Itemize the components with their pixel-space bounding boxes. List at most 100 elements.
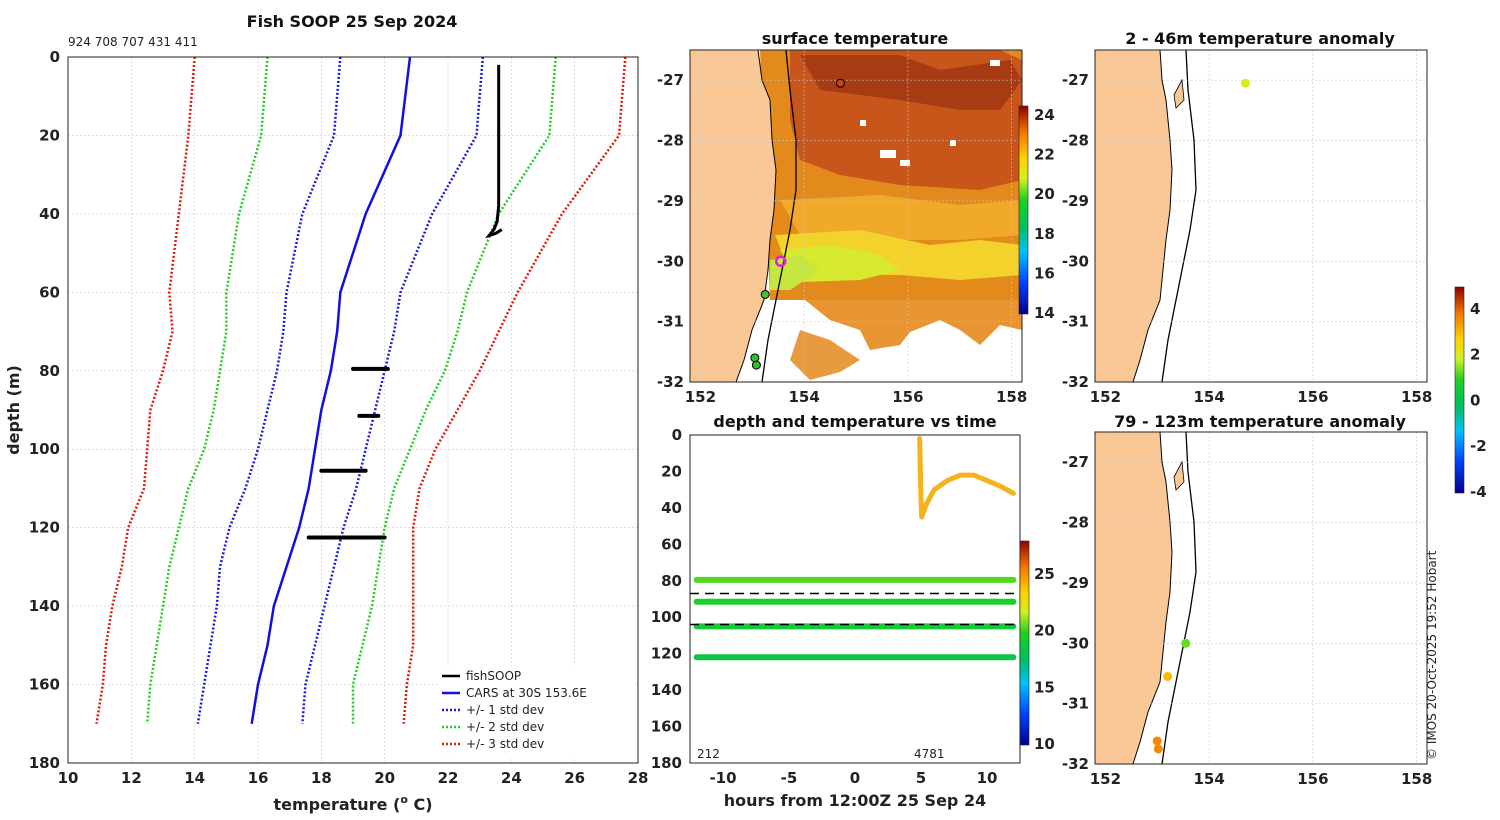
lat-tick-label: -31: [657, 313, 684, 331]
series-line--1-std: [301, 56, 485, 724]
legend-cars: CARS at 30S 153.6E: [466, 686, 587, 700]
anomaly-marker: [1181, 638, 1191, 648]
depth-tick-label: 100: [651, 608, 682, 626]
y-tick-label: 100: [29, 440, 60, 458]
lat-tick-label: -29: [1062, 192, 1089, 210]
profile-legend: fishSOOP CARS at 30S 153.6E +/- 1 std de…: [438, 666, 634, 758]
y-tick-label: 0: [50, 48, 60, 66]
series-line--2-std: [145, 56, 269, 724]
sst-colorbar-tick: 20: [1034, 185, 1055, 203]
anomaly-colorbar-tick: 2: [1470, 346, 1480, 364]
time-colorbar-tick: 15: [1034, 678, 1055, 696]
timeseries-xlabel: hours from 12:00Z 25 Sep 24: [724, 791, 986, 810]
anomaly-colorbar-tick: -4: [1470, 483, 1487, 501]
lon-tick-label: 156: [1297, 388, 1328, 406]
lon-tick-label: 158: [996, 388, 1027, 406]
x-tick-label: 22: [438, 769, 459, 787]
sst-colorbar-tick: 16: [1034, 264, 1055, 282]
x-tick-label: 28: [628, 769, 649, 787]
lon-tick-label: 152: [1090, 770, 1121, 788]
lon-tick-label: 152: [1090, 388, 1121, 406]
anomaly-colorbar: 4 2 0 -2 -4: [1454, 286, 1487, 501]
lat-tick-label: -31: [1062, 313, 1089, 331]
profile-axes: [67, 56, 639, 764]
lon-tick-label: 154: [788, 388, 819, 406]
lat-tick-label: -27: [1062, 71, 1089, 89]
anomaly-marker: [1153, 744, 1163, 754]
anomaly-colorbar-tick: 4: [1470, 300, 1480, 318]
depth-tick-label: 80: [661, 572, 682, 590]
x-tick-label: 20: [374, 769, 395, 787]
lon-tick-label: 158: [1401, 388, 1432, 406]
surface-trace: [917, 436, 1016, 520]
depth-tick-label: 140: [651, 681, 682, 699]
series-line--2-std: [351, 56, 557, 724]
profile-panel: Fish SOOP 25 Sep 2024 924 708 707 431 41…: [4, 12, 648, 814]
x-tick-label: 12: [121, 769, 142, 787]
depth-tick-label: 20: [661, 462, 682, 480]
depth-tick-label: 160: [651, 718, 682, 736]
lat-tick-label: -29: [1062, 574, 1089, 592]
hour-tick-label: 5: [916, 769, 926, 787]
lat-tick-label: -30: [1062, 252, 1089, 270]
lat-tick-label: -32: [657, 373, 684, 391]
y-tick-label: 180: [29, 754, 60, 772]
credit-text: © IMOS 20-Oct-2025 19:52 Hobart: [1425, 550, 1439, 760]
lon-tick-label: 158: [1401, 770, 1432, 788]
lon-tick-label: 156: [892, 388, 923, 406]
sst-colorbar-tick: 24: [1034, 106, 1055, 124]
legend-std2: +/- 2 std dev: [466, 720, 544, 734]
anomaly-shallow-panel: 2 - 46m temperature anomaly 152 154 156 158…: [1062, 29, 1432, 406]
anomaly-deep-title: 79 - 123m temperature anomaly: [1114, 412, 1406, 431]
series-line--3-std: [402, 56, 627, 724]
sst-colorbar-tick: 22: [1034, 146, 1055, 164]
depth-tick-label: 60: [661, 535, 682, 553]
station-marker: [835, 78, 845, 88]
depth-tick-label: 0: [672, 426, 682, 444]
profile-ylabel: depth (m): [4, 365, 23, 455]
series-line--1-std: [196, 56, 342, 724]
anomaly-marker: [1240, 78, 1250, 88]
lon-tick-label: 156: [1297, 770, 1328, 788]
sst-colorbar-tick: 14: [1034, 304, 1055, 322]
x-tick-label: 18: [311, 769, 332, 787]
x-tick-label: 14: [184, 769, 205, 787]
depth-tick-label: 40: [661, 499, 682, 517]
depth-tick-label: 180: [651, 754, 682, 772]
station-marker: [750, 353, 760, 363]
timeseries-panel: depth and temperature vs time -10 -5 0 5 100…: [651, 412, 1055, 810]
lon-tick-label: 152: [685, 388, 716, 406]
lat-tick-label: -29: [657, 192, 684, 210]
y-tick-label: 140: [29, 597, 60, 615]
lat-tick-label: -31: [1062, 695, 1089, 713]
series-line-cars-at-30s-153-6e: [250, 56, 412, 724]
fishsoop-profile: [484, 64, 503, 239]
anomaly-colorbar-tick: -2: [1470, 437, 1487, 455]
anomaly-shallow-axes: [1094, 49, 1428, 383]
annotation-end: 4781: [914, 747, 945, 761]
anomaly-shallow-title: 2 - 46m temperature anomaly: [1125, 29, 1395, 48]
lat-tick-label: -27: [657, 71, 684, 89]
y-tick-label: 160: [29, 676, 60, 694]
hour-tick-label: -5: [781, 769, 798, 787]
lon-tick-label: 154: [1193, 388, 1224, 406]
time-colorbar-tick: 20: [1034, 622, 1055, 640]
y-tick-label: 80: [39, 362, 60, 380]
depth-tick-label: 120: [651, 645, 682, 663]
x-tick-label: 26: [564, 769, 585, 787]
x-tick-label: 10: [58, 769, 79, 787]
y-tick-label: 40: [39, 205, 60, 223]
anomaly-colorbar-tick: 0: [1470, 391, 1480, 409]
y-tick-label: 120: [29, 519, 60, 537]
hour-tick-label: 0: [850, 769, 860, 787]
anomaly-marker: [1163, 671, 1173, 681]
lat-tick-label: -28: [1062, 132, 1089, 150]
y-tick-label: 60: [39, 283, 60, 301]
profile-title: Fish SOOP 25 Sep 2024: [247, 12, 458, 31]
hour-tick-label: -10: [709, 769, 736, 787]
station-marker: [760, 289, 770, 299]
profile-xlabel: temperature (o C): [273, 793, 432, 814]
sst-colorbar-tick: 18: [1034, 225, 1055, 243]
lat-tick-label: -28: [657, 132, 684, 150]
anomaly-marker: [1152, 736, 1162, 746]
